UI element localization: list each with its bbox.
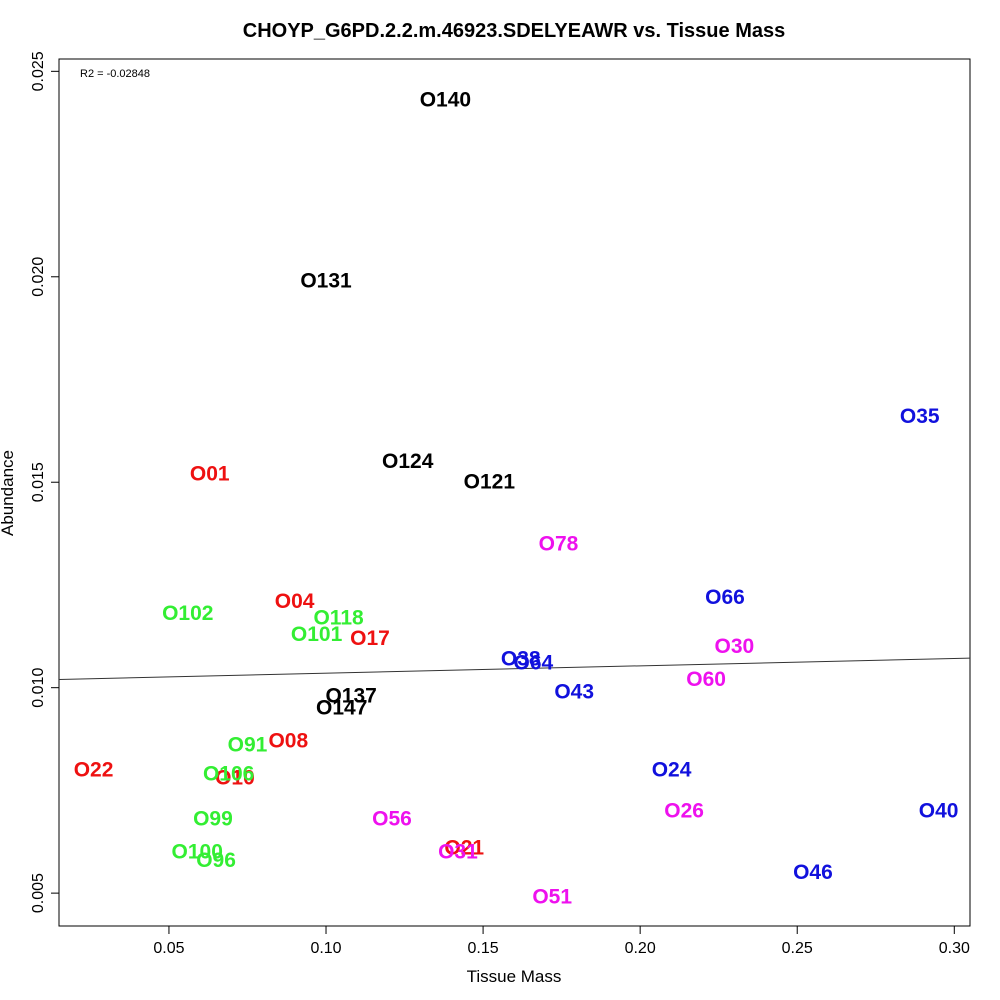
point-label-o46: O46 [793, 861, 833, 884]
point-label-o102: O102 [162, 602, 213, 625]
y-tick-label: 0.015 [30, 462, 47, 502]
point-label-o08: O08 [268, 730, 308, 753]
point-label-o140: O140 [420, 89, 471, 112]
point-label-o38: O38 [501, 647, 541, 670]
point-label-o01: O01 [190, 463, 230, 486]
y-tick-label: 0.010 [30, 668, 47, 708]
point-label-o121: O121 [464, 471, 516, 494]
point-label-o04: O04 [275, 590, 315, 613]
point-label-o118: O118 [313, 606, 364, 629]
point-label-o124: O124 [382, 450, 434, 473]
regression-line [58, 657, 971, 680]
r-squared-annotation: R2 = -0.02848 [80, 68, 150, 80]
point-label-o101: O101 [291, 623, 343, 646]
regression-line-group [58, 657, 971, 680]
y-tick-label: 0.005 [30, 873, 47, 913]
point-label-o21: O21 [444, 836, 484, 859]
chart-title: CHOYP_G6PD.2.2.m.46923.SDELYEAWR vs. Tis… [243, 20, 785, 42]
point-label-o100: O100 [172, 841, 223, 864]
point-label-o147: O147 [316, 697, 367, 720]
x-axis-label: Tissue Mass [467, 967, 562, 986]
point-label-o78: O78 [539, 532, 579, 555]
point-label-o43: O43 [554, 680, 594, 703]
point-label-o137: O137 [325, 684, 376, 707]
point-label-o30: O30 [715, 635, 755, 658]
point-label-o10: O10 [215, 767, 255, 790]
point-label-o24: O24 [652, 758, 692, 781]
point-label-o64: O64 [513, 652, 553, 675]
point-label-o99: O99 [193, 808, 233, 831]
y-tick-label: 0.025 [30, 51, 47, 91]
point-label-o31: O31 [438, 841, 478, 864]
point-label-o60: O60 [686, 668, 726, 691]
point-label-o26: O26 [664, 799, 704, 822]
point-label-o131: O131 [300, 269, 352, 292]
point-label-o56: O56 [372, 808, 412, 831]
point-label-o106: O106 [203, 762, 254, 785]
x-tick-label: 0.20 [625, 940, 656, 957]
y-axis-label: Abundance [0, 450, 17, 536]
point-label-o51: O51 [532, 886, 572, 909]
x-tick-label: 0.10 [310, 940, 341, 957]
point-label-o22: O22 [74, 758, 114, 781]
point-label-o17: O17 [350, 627, 390, 650]
point-label-o91: O91 [228, 734, 268, 757]
x-tick-label: 0.25 [782, 940, 813, 957]
x-tick-label: 0.05 [153, 940, 184, 957]
y-tick-label: 0.020 [30, 257, 47, 297]
point-label-o66: O66 [705, 586, 745, 609]
point-label-o96: O96 [196, 849, 236, 872]
x-tick-label: 0.15 [468, 940, 499, 957]
x-axis: 0.05 0.10 0.15 0.20 0.25 0.30 [153, 925, 970, 957]
x-tick-label: 0.30 [939, 940, 970, 957]
y-axis: 0.005 0.010 0.015 0.020 0.025 [30, 51, 60, 913]
point-label-o35: O35 [900, 405, 940, 428]
point-label-o40: O40 [919, 799, 959, 822]
